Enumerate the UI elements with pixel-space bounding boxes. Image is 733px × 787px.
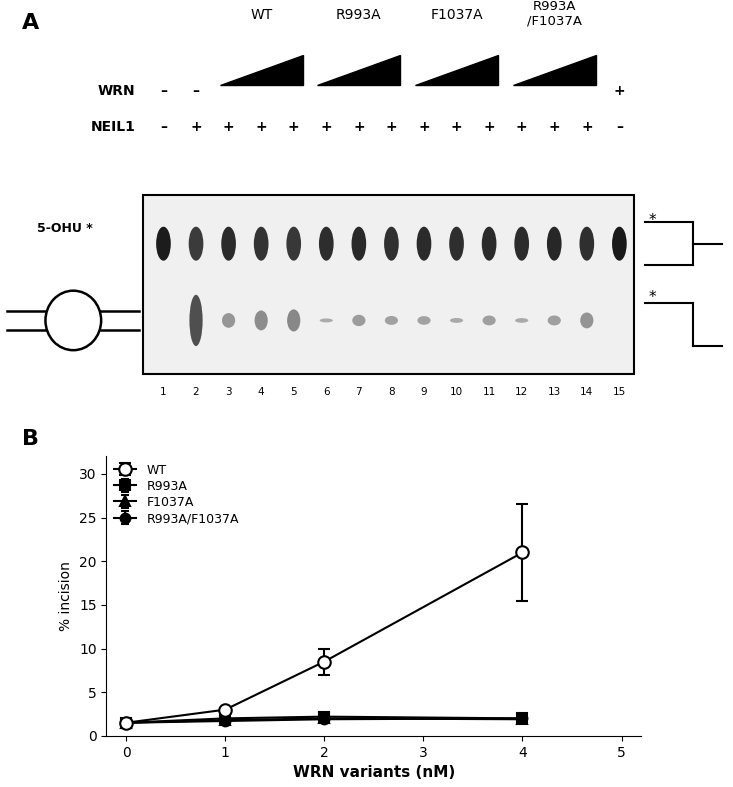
Text: +: + [451, 120, 463, 135]
Text: –: – [160, 84, 167, 98]
Ellipse shape [254, 311, 268, 331]
Y-axis label: % incision: % incision [59, 561, 73, 631]
Text: 7: 7 [356, 386, 362, 397]
Polygon shape [317, 55, 400, 85]
Text: +: + [614, 84, 625, 98]
Text: 15: 15 [613, 386, 626, 397]
Text: B: B [22, 429, 39, 449]
Text: WRN: WRN [98, 84, 136, 98]
Text: –: – [160, 120, 167, 135]
Polygon shape [220, 55, 303, 85]
Text: 8: 8 [388, 386, 395, 397]
Text: +: + [320, 120, 332, 135]
Text: +: + [548, 120, 560, 135]
Ellipse shape [189, 295, 202, 346]
Text: +: + [190, 120, 202, 135]
Text: WT: WT [250, 9, 272, 23]
Text: +: + [516, 120, 528, 135]
Text: R993A: R993A [336, 9, 382, 23]
Text: A: A [22, 13, 40, 33]
Text: *: * [649, 212, 656, 227]
Text: 5-OHU *: 5-OHU * [37, 222, 92, 235]
Polygon shape [513, 55, 596, 85]
Legend: WT, R993A, F1037A, R993A/F1037A: WT, R993A, F1037A, R993A/F1037A [113, 463, 240, 527]
Text: 11: 11 [482, 386, 496, 397]
Text: +: + [581, 120, 593, 135]
Ellipse shape [482, 316, 496, 325]
Text: 12: 12 [515, 386, 528, 397]
Ellipse shape [581, 312, 594, 328]
Ellipse shape [188, 227, 203, 260]
Text: *: * [649, 290, 656, 305]
Text: +: + [255, 120, 267, 135]
Ellipse shape [221, 227, 236, 260]
Ellipse shape [417, 316, 430, 325]
Ellipse shape [385, 316, 398, 325]
Ellipse shape [319, 227, 334, 260]
Text: 13: 13 [548, 386, 561, 397]
Text: 5: 5 [290, 386, 297, 397]
Text: 3: 3 [225, 386, 232, 397]
Ellipse shape [450, 318, 463, 323]
Ellipse shape [352, 227, 366, 260]
Text: 9: 9 [421, 386, 427, 397]
Text: NEIL1: NEIL1 [91, 120, 136, 135]
Ellipse shape [287, 227, 301, 260]
Text: 2: 2 [193, 386, 199, 397]
Text: –: – [193, 84, 199, 98]
Ellipse shape [482, 227, 496, 260]
Bar [143, 195, 634, 374]
Ellipse shape [515, 318, 528, 323]
X-axis label: WRN variants (nM): WRN variants (nM) [292, 765, 455, 780]
Text: +: + [223, 120, 235, 135]
Ellipse shape [548, 316, 561, 325]
Ellipse shape [416, 227, 431, 260]
Text: +: + [288, 120, 300, 135]
Ellipse shape [384, 227, 399, 260]
Text: +: + [353, 120, 365, 135]
Ellipse shape [580, 227, 594, 260]
Text: 6: 6 [323, 386, 330, 397]
Text: +: + [418, 120, 430, 135]
Ellipse shape [515, 227, 529, 260]
Text: 14: 14 [581, 386, 594, 397]
Ellipse shape [254, 227, 268, 260]
Ellipse shape [449, 227, 464, 260]
Text: –: – [616, 120, 623, 135]
Ellipse shape [547, 227, 561, 260]
Ellipse shape [353, 315, 366, 326]
Text: 1: 1 [160, 386, 167, 397]
Text: 10: 10 [450, 386, 463, 397]
Polygon shape [415, 55, 498, 85]
Ellipse shape [287, 309, 301, 331]
Ellipse shape [156, 227, 171, 260]
Ellipse shape [320, 319, 333, 323]
Text: +: + [386, 120, 397, 135]
Text: 4: 4 [258, 386, 265, 397]
Text: F1037A: F1037A [430, 9, 483, 23]
Text: R993A
/F1037A: R993A /F1037A [527, 0, 582, 27]
Ellipse shape [612, 227, 627, 260]
Ellipse shape [222, 313, 235, 327]
Text: +: + [483, 120, 495, 135]
